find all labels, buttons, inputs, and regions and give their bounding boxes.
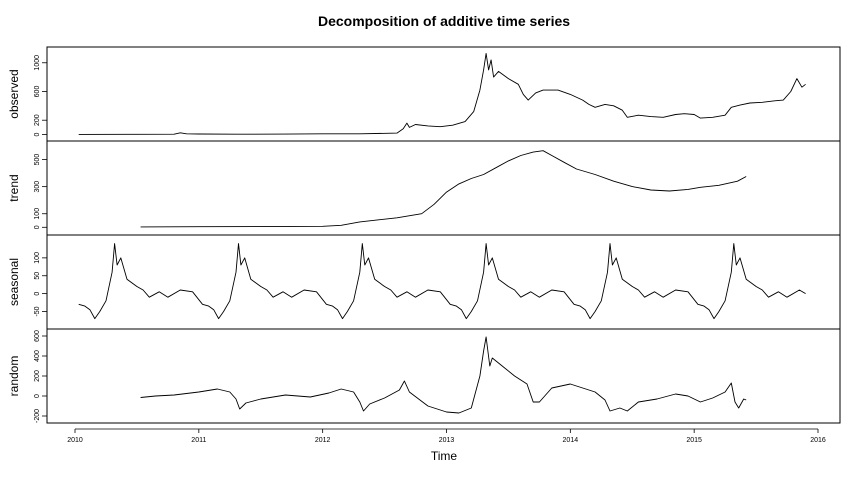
y-tick-label: 100: [34, 208, 41, 220]
y-tick-label: 0: [34, 133, 41, 137]
y-tick-label: 600: [34, 330, 41, 342]
panel-frame: [46, 46, 841, 142]
y-tick-label: 600: [34, 86, 41, 98]
y-tick-label: -50: [34, 306, 41, 316]
panel-ylabel-observed: observed: [7, 69, 21, 118]
x-axis-label: Time: [431, 449, 458, 463]
panel-seasonal: -50 0 50 100 seasonal: [7, 234, 841, 330]
series-line-observed: [78, 52, 806, 135]
y-tick-label: 200: [34, 370, 41, 382]
x-tick-label: 2013: [439, 437, 455, 444]
x-tick-label: 2014: [563, 437, 579, 444]
chart-title: Decomposition of additive time series: [318, 13, 570, 29]
x-tick-label: 2011: [191, 437, 206, 444]
panel-observed: 0 200 600 1000 observed: [7, 46, 841, 142]
panel-frame: [46, 140, 841, 236]
x-tick-label: 2015: [686, 437, 702, 444]
series-line-trend: [140, 150, 747, 228]
y-tick-label: 0: [34, 394, 41, 398]
panel-ylabel-random: random: [7, 356, 21, 397]
y-tick-label: 500: [34, 154, 41, 166]
panel-frame: [46, 328, 841, 424]
y-tick-label: -200: [34, 409, 41, 423]
y-tick-label: 50: [34, 272, 41, 280]
panel-ylabel-seasonal: seasonal: [7, 258, 21, 306]
series-line-random: [140, 336, 747, 414]
panels: 02006001000observed0100300500trend-50050…: [7, 46, 841, 424]
panel-random: -200 0 200 400 600 random: [7, 328, 841, 424]
series-line-seasonal: [78, 243, 806, 320]
y-tick-label: 0: [34, 292, 41, 296]
y-tick-label: 1000: [34, 55, 41, 71]
panel-frame: [46, 234, 841, 330]
panel-trend: 0 100 300 500 trend: [7, 140, 841, 236]
y-tick-label: 400: [34, 350, 41, 362]
panel-ylabel-trend: trend: [7, 174, 21, 201]
x-tick-label: 2016: [810, 437, 826, 444]
y-tick-label: 100: [34, 252, 41, 264]
x-tick-label: 2012: [315, 437, 331, 444]
y-tick-label: 0: [34, 225, 41, 229]
y-tick-label: 300: [34, 181, 41, 193]
y-tick-label: 200: [34, 114, 41, 126]
x-tick-label: 2010: [67, 437, 83, 444]
x-axis: 2010 2011 2012 2013 2014 2015 2016: [67, 428, 826, 444]
